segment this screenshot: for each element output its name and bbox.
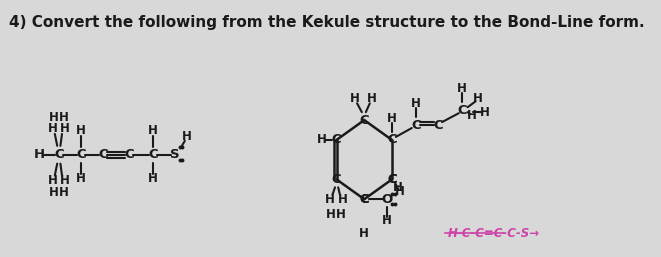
Text: H: H: [473, 92, 483, 105]
Text: C: C: [332, 133, 342, 146]
Text: H: H: [76, 172, 86, 185]
Text: C: C: [332, 173, 342, 186]
Text: C: C: [360, 114, 369, 127]
Text: C: C: [360, 193, 369, 206]
Text: H: H: [182, 130, 191, 143]
Text: H: H: [457, 82, 467, 95]
Text: H: H: [393, 181, 403, 194]
Text: H: H: [59, 174, 69, 187]
Text: H: H: [49, 186, 59, 199]
Text: H: H: [479, 106, 489, 119]
Text: H: H: [381, 215, 391, 227]
Text: 4) Convert the following from the Kekule structure to the Bond-Line form.: 4) Convert the following from the Kekule…: [9, 15, 645, 30]
Text: H: H: [467, 109, 477, 122]
Text: H: H: [76, 124, 86, 137]
Text: C: C: [76, 148, 86, 161]
Text: H: H: [395, 185, 405, 198]
Text: H: H: [360, 227, 369, 240]
Text: H: H: [336, 208, 346, 221]
Text: C: C: [434, 118, 443, 132]
Text: H: H: [338, 193, 348, 206]
Text: H: H: [59, 123, 69, 135]
Text: C: C: [411, 118, 420, 132]
Text: H: H: [49, 111, 59, 124]
Text: C: C: [387, 173, 397, 186]
Text: C: C: [124, 148, 134, 161]
Text: H: H: [325, 193, 335, 206]
Text: S: S: [171, 148, 180, 161]
Text: H: H: [148, 172, 158, 185]
Text: C: C: [457, 104, 467, 117]
Text: C: C: [360, 193, 369, 206]
Text: O: O: [381, 193, 392, 206]
Text: H: H: [368, 92, 377, 105]
Text: H: H: [326, 208, 336, 221]
Text: H: H: [48, 174, 58, 187]
Text: H: H: [34, 148, 45, 161]
Text: H: H: [59, 111, 69, 124]
Text: H: H: [350, 92, 360, 105]
Text: C: C: [148, 148, 158, 161]
Text: C: C: [387, 173, 397, 186]
Text: H: H: [411, 97, 420, 110]
Text: H: H: [148, 124, 158, 137]
Text: H: H: [59, 186, 69, 199]
Text: C: C: [387, 133, 397, 146]
Text: H: H: [387, 112, 397, 125]
Text: C: C: [54, 148, 63, 161]
Text: H: H: [48, 123, 58, 135]
Text: C: C: [98, 148, 108, 161]
Text: H: H: [317, 133, 327, 146]
Text: H-C-C=C-C-S→: H-C-C=C-C-S→: [448, 227, 540, 240]
